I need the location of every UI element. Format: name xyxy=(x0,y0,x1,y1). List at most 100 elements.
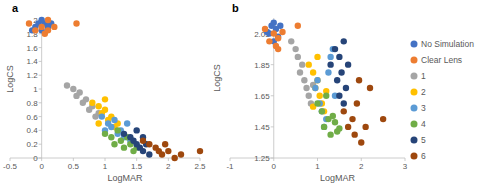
x-axis-label: LogMAR xyxy=(107,173,143,183)
point xyxy=(325,69,331,75)
point xyxy=(266,38,272,44)
point xyxy=(165,148,171,154)
y-tick-label: 1.2 xyxy=(27,71,39,80)
legend-label: 2 xyxy=(421,87,426,97)
point xyxy=(95,103,101,109)
point xyxy=(319,108,325,114)
y-tick xyxy=(271,64,274,65)
legend-label: 6 xyxy=(421,151,426,161)
x-tick xyxy=(317,158,318,161)
point xyxy=(336,54,342,60)
y-tick xyxy=(39,116,42,117)
point xyxy=(73,20,79,26)
point xyxy=(314,100,320,106)
point xyxy=(310,69,316,75)
point xyxy=(323,93,329,99)
point xyxy=(332,119,338,125)
point xyxy=(336,93,342,99)
point xyxy=(271,30,277,36)
y-tick xyxy=(39,75,42,76)
point xyxy=(178,151,184,157)
x-tick-label: 1 xyxy=(103,162,108,171)
point xyxy=(288,38,294,44)
point xyxy=(124,120,130,126)
point xyxy=(51,24,57,30)
point xyxy=(314,54,320,60)
point xyxy=(279,29,285,35)
x-tick xyxy=(10,158,11,161)
point xyxy=(301,77,307,83)
point xyxy=(38,24,44,30)
y-tick xyxy=(39,61,42,62)
point xyxy=(321,124,327,130)
point xyxy=(108,124,114,130)
y-tick xyxy=(39,102,42,103)
point xyxy=(45,27,51,33)
point xyxy=(102,96,108,102)
point xyxy=(140,138,146,144)
x-tick-label: 0 xyxy=(39,162,44,171)
point xyxy=(316,93,322,99)
legend-marker xyxy=(411,153,418,160)
panel-title: a xyxy=(12,2,19,14)
point xyxy=(171,155,177,161)
legend-label: 5 xyxy=(421,135,426,145)
point xyxy=(349,116,355,122)
point xyxy=(343,85,349,91)
x-tick-label: 0.5 xyxy=(68,162,80,171)
point xyxy=(32,27,38,33)
panel-title: b xyxy=(232,2,239,14)
point xyxy=(327,61,333,67)
legend-marker xyxy=(411,137,418,144)
point xyxy=(327,131,333,137)
point xyxy=(345,61,351,67)
y-tick xyxy=(39,89,42,90)
y-tick-label: 0.2 xyxy=(27,140,39,149)
points xyxy=(26,17,203,161)
x-tick xyxy=(230,158,231,161)
x-tick-label: -1 xyxy=(226,162,234,171)
x-axis-label: LogMAR xyxy=(320,173,356,183)
point xyxy=(332,46,338,52)
chart-panel: a-0.500.511.522.500.20.40.60.811.21.41.6… xyxy=(3,2,206,183)
y-tick-label: 1.25 xyxy=(254,154,270,163)
point xyxy=(299,61,305,67)
point xyxy=(262,26,268,32)
y-tick-label: 0.8 xyxy=(27,99,39,108)
point xyxy=(159,151,165,157)
point xyxy=(354,100,360,106)
y-tick-label: 1.4 xyxy=(27,57,39,66)
point xyxy=(277,23,283,29)
x-tick xyxy=(200,158,201,161)
point xyxy=(297,69,303,75)
y-axis-label: LogCS xyxy=(5,65,15,93)
figure: a-0.500.511.522.500.20.40.60.811.21.41.6… xyxy=(0,0,500,184)
x-tick-label: -0.5 xyxy=(3,162,17,171)
point xyxy=(38,17,44,23)
point xyxy=(102,131,108,137)
point xyxy=(327,54,333,60)
point xyxy=(108,134,114,140)
x-tick xyxy=(361,158,362,161)
point xyxy=(314,77,320,83)
point xyxy=(114,127,120,133)
y-tick-label: 0.6 xyxy=(27,113,39,122)
point xyxy=(351,131,357,137)
y-tick-label: 0 xyxy=(33,154,38,163)
y-tick xyxy=(39,158,42,159)
legend-label: No Simulation xyxy=(421,39,474,49)
x-tick-label: 2.5 xyxy=(194,162,206,171)
point xyxy=(330,113,336,119)
point xyxy=(380,116,386,122)
point xyxy=(121,144,127,150)
point xyxy=(341,100,347,106)
point xyxy=(306,93,312,99)
point xyxy=(275,46,281,52)
point xyxy=(312,85,318,91)
point xyxy=(102,107,108,113)
x-tick xyxy=(168,158,169,161)
point xyxy=(356,77,362,83)
point xyxy=(319,108,325,114)
x-tick-label: 3 xyxy=(403,162,408,171)
point xyxy=(70,86,76,92)
